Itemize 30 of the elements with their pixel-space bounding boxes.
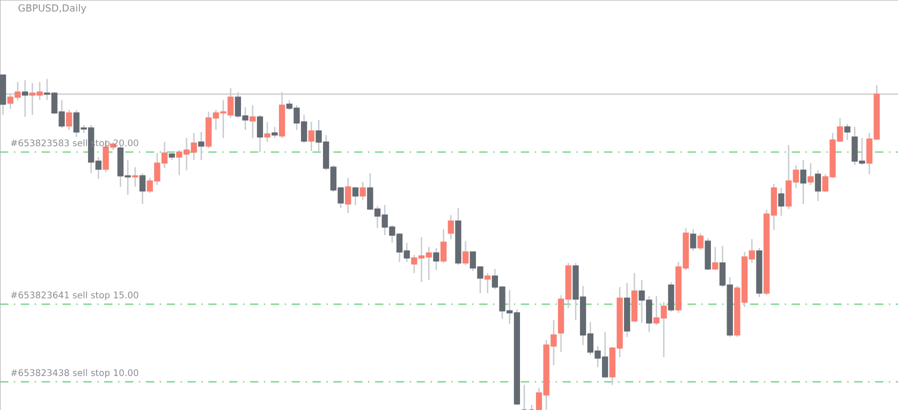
candlestick	[139, 172, 146, 205]
candlestick	[690, 228, 696, 252]
candlestick	[528, 404, 535, 410]
candlestick	[256, 114, 264, 153]
candlestick	[433, 247, 440, 271]
candlestick	[521, 384, 528, 410]
candlestick	[697, 232, 704, 251]
candlestick	[778, 187, 784, 217]
candlestick	[352, 186, 358, 206]
ref-line-label: #653823641 sell stop 15.00	[11, 291, 138, 300]
candlestick	[440, 228, 447, 264]
candlestick	[462, 240, 469, 266]
candlestick	[808, 162, 814, 186]
candlestick	[308, 121, 314, 152]
candlestick	[800, 159, 806, 205]
candlestick	[132, 166, 138, 188]
candlestick	[844, 123, 850, 141]
chart-title: GBPUSD,Daily	[18, 4, 86, 14]
candlestick	[814, 169, 822, 202]
candlestick	[66, 109, 72, 131]
candlestick	[448, 214, 454, 240]
candlestick	[360, 181, 366, 201]
candlestick	[264, 121, 270, 143]
candlestick	[250, 104, 256, 139]
candlestick	[272, 126, 278, 139]
candlestick	[345, 177, 352, 214]
ref-line-label: #653823438 sell stop 10.00	[11, 369, 138, 378]
candlestick	[198, 131, 204, 161]
candlestick	[712, 246, 718, 271]
candlestick	[484, 272, 491, 294]
